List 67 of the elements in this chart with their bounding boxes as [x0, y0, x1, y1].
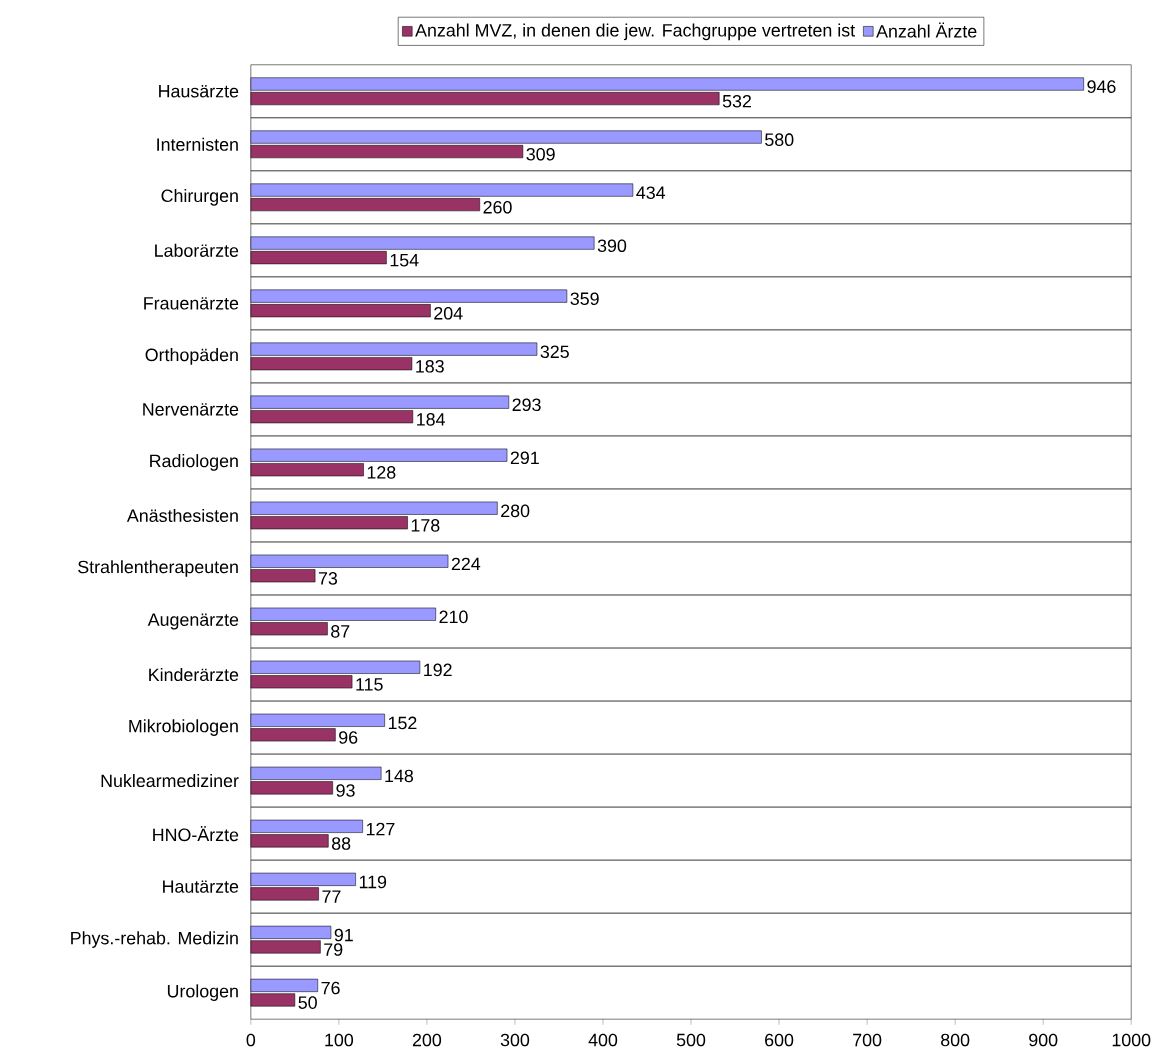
data-label: 224 — [451, 557, 481, 570]
data-label: 204 — [434, 306, 463, 320]
y-tick-label: Mikrobiologen — [129, 719, 238, 736]
data-label: 210 — [439, 610, 468, 624]
data-label: 73 — [318, 571, 338, 585]
y-tick-label: Chirurgen — [161, 188, 238, 206]
data-label: 128 — [367, 465, 396, 479]
data-label: 148 — [385, 769, 414, 783]
data-label: 532 — [722, 94, 751, 108]
legend-label: Anzahl Ärzte — [876, 22, 977, 38]
data-label: 79 — [324, 943, 343, 956]
data-label: 96 — [339, 731, 358, 744]
x-tick-label: 900 — [1029, 1033, 1058, 1047]
data-label: 580 — [765, 133, 794, 146]
data-label: 87 — [331, 624, 350, 638]
y-tick-label: Anästhesisten — [126, 508, 238, 522]
y-tick-label: Phys.-rehab. Medizin — [71, 931, 238, 948]
x-tick-label: 400 — [588, 1033, 618, 1047]
data-label: 154 — [390, 253, 419, 267]
data-label: 93 — [336, 784, 355, 797]
data-label: 260 — [483, 200, 512, 214]
data-label: 76 — [321, 981, 340, 995]
x-tick-label: 100 — [325, 1033, 354, 1047]
y-tick-label: Laborärzte — [155, 243, 239, 257]
data-label: 77 — [322, 890, 341, 903]
data-label: 178 — [411, 518, 440, 532]
data-label: 390 — [597, 239, 627, 252]
y-tick-label: Hausärzte — [159, 84, 239, 98]
data-label: 88 — [331, 837, 351, 850]
data-label: 192 — [424, 663, 452, 677]
data-label: 434 — [636, 186, 666, 199]
data-label: 119 — [359, 875, 387, 889]
y-tick-label: Orthopäden — [145, 347, 238, 365]
data-label: 184 — [417, 412, 445, 426]
y-tick-label: Urologen — [167, 984, 238, 1001]
y-tick-label: Augenärzte — [147, 613, 239, 630]
data-label: 359 — [570, 292, 599, 305]
y-tick-label: Hautärzte — [163, 880, 239, 893]
data-label: 291 — [510, 451, 539, 464]
legend-label: Anzahl MVZ, in denen die jew. Fachgruppe vertreten ist — [415, 23, 855, 41]
data-label: 946 — [1087, 80, 1116, 93]
data-label: 91 — [334, 928, 353, 942]
y-tick-label: Kinderärzte — [149, 667, 239, 681]
y-tick-label: HNO-Ärzte — [153, 825, 239, 842]
data-label: 115 — [356, 678, 383, 691]
x-tick-label: 500 — [676, 1033, 706, 1047]
y-tick-label: Radiologen — [150, 453, 238, 471]
y-tick-label: Strahlentherapeuten — [78, 560, 238, 577]
x-tick-label: 700 — [853, 1033, 882, 1047]
data-label: 293 — [512, 398, 541, 411]
y-tick-label: Nuklearmediziner — [101, 773, 239, 787]
x-tick-label: 800 — [941, 1033, 970, 1047]
y-tick-label: Nervenärzte — [143, 403, 239, 416]
data-label: 50 — [298, 996, 317, 1009]
y-tick-label: Frauenärzte — [144, 297, 239, 310]
data-label: 280 — [501, 504, 530, 518]
x-tick-label: 0 — [246, 1033, 256, 1047]
x-tick-label: 300 — [500, 1033, 530, 1047]
x-tick-label: 600 — [765, 1033, 794, 1047]
data-label: 309 — [526, 147, 555, 161]
x-tick-label: 200 — [412, 1033, 442, 1047]
data-label: 152 — [388, 716, 417, 730]
x-tick-label: 1000 — [1112, 1033, 1151, 1047]
data-label: 325 — [540, 345, 569, 358]
data-label: 127 — [366, 822, 395, 836]
y-tick-label: Internisten — [157, 137, 238, 151]
data-label: 183 — [416, 359, 444, 373]
